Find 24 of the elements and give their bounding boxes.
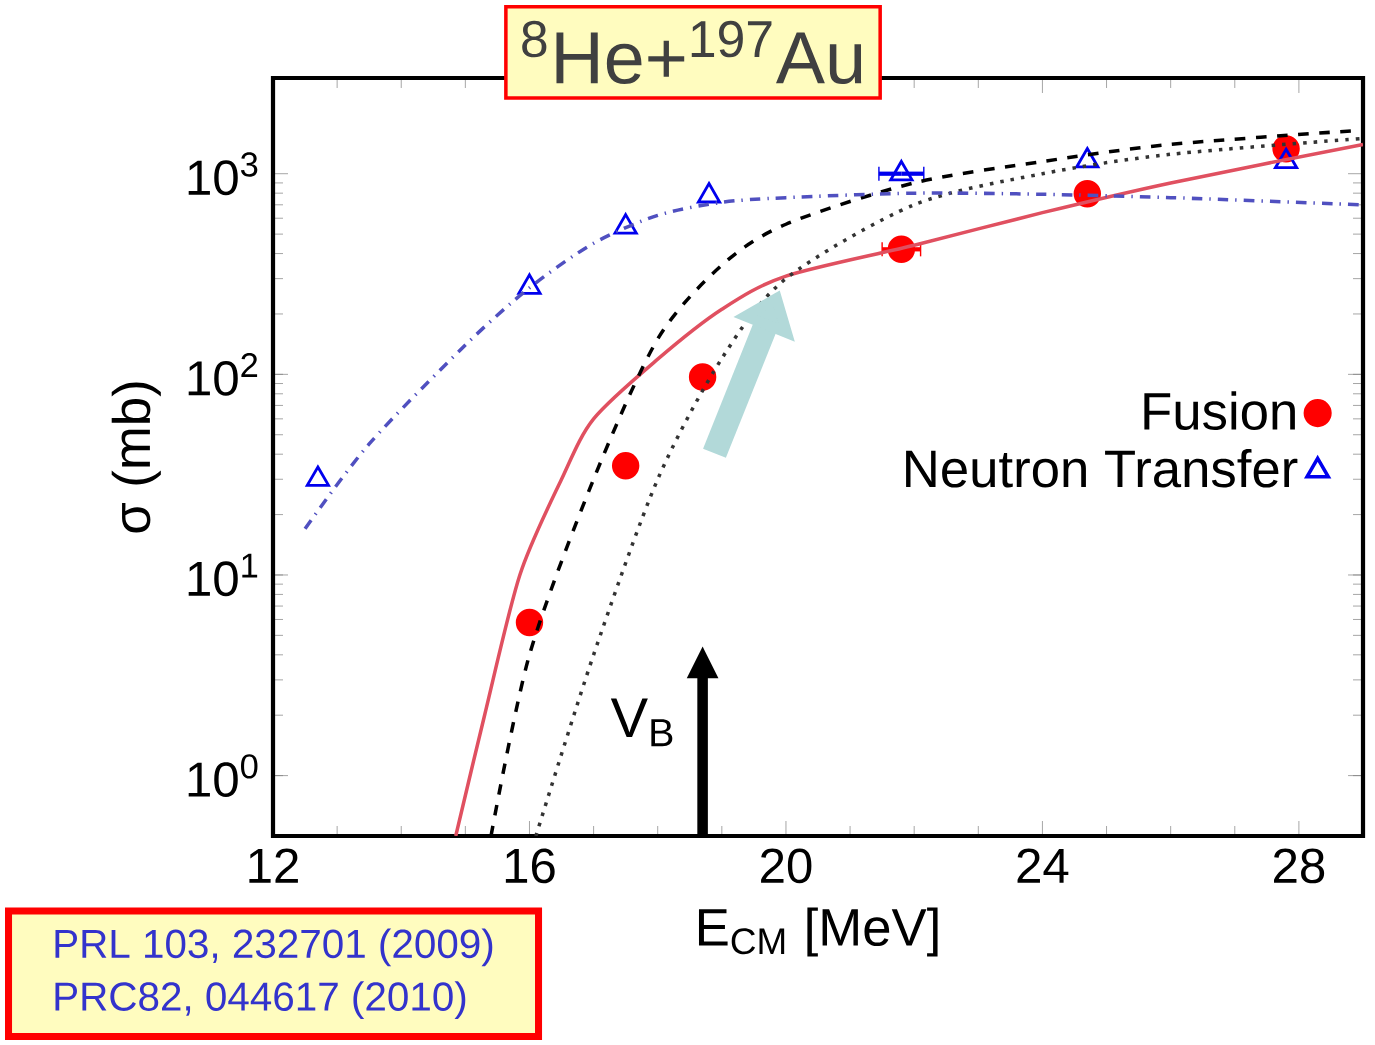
legend-label: Fusion [1144,391,1295,431]
y-tick-label: 10$^{2}$ [188,352,258,396]
x-tick-label: 24 [1017,848,1069,883]
x-tick-label: 16 [505,848,555,884]
y-axis-title: σ (mb) [111,382,161,533]
legend-label: Neutron Transfer [906,448,1298,488]
point [889,160,914,182]
point [517,273,542,295]
ref-line-label: V$_{B}$ [610,698,673,747]
x-tick-label: 20 [761,848,812,884]
text: PRL 103, 232701 (2009) [55,928,493,967]
text: PRC82, 044617 (2010) [55,981,466,1019]
chart-title: $^{8}$He+$^{197}$Au [522,20,862,85]
point [515,608,544,637]
point [696,182,722,204]
y-tick-label: 10$^{1}$ [188,553,258,597]
point [613,213,638,235]
y-tick-label: 10$^{0}$ [188,754,258,798]
point [688,363,717,391]
x-tick-label: 12 [249,848,298,883]
x-axis-title: E$_{CM}$ [MeV] [698,907,938,957]
x-tick-label: 28 [1274,848,1325,884]
point [611,452,640,480]
y-tick-label: 10$^{3}$ [188,152,258,196]
